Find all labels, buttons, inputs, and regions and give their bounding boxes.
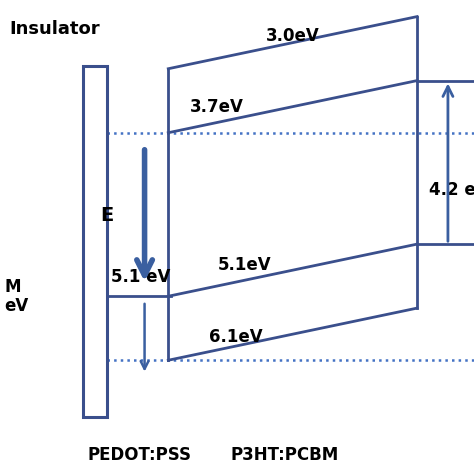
Text: M: M [5,278,21,296]
FancyBboxPatch shape [83,66,107,417]
Text: 6.1eV: 6.1eV [209,328,262,346]
Text: eV: eV [5,297,29,315]
Text: Insulator: Insulator [9,20,100,38]
Text: 3.0eV: 3.0eV [265,27,319,45]
Text: 4.2 e: 4.2 e [429,181,474,199]
Text: PEDOT:PSS: PEDOT:PSS [88,446,192,464]
Text: P3HT:PCBM: P3HT:PCBM [230,446,338,464]
Text: E: E [100,206,113,225]
Text: 5.1eV: 5.1eV [218,256,272,274]
Text: 3.7eV: 3.7eV [190,98,244,116]
Text: 5.1 eV: 5.1 eV [111,268,171,286]
